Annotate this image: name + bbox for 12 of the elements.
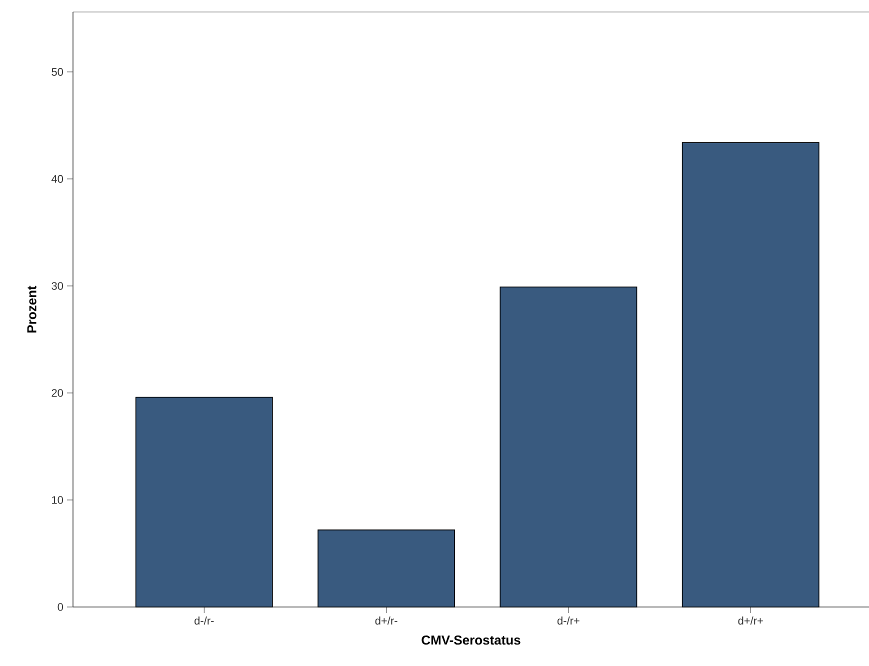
- y-tick-label: 30: [52, 282, 64, 290]
- y-axis-title: Prozent: [27, 286, 36, 332]
- x-tick-label: d-/r+: [557, 616, 580, 625]
- y-tick-label: 50: [52, 68, 64, 76]
- x-tick-label: d+/r+: [738, 616, 763, 625]
- x-tick-label: d+/r-: [375, 616, 398, 625]
- y-tick-label: 10: [52, 496, 64, 504]
- x-tick-label: d-/r-: [194, 616, 214, 625]
- y-tick-label: 40: [51, 175, 64, 183]
- x-axis-title: CMV-Serostatus: [422, 635, 520, 645]
- y-tick-label: 0: [58, 603, 64, 611]
- y-tick-label: 20: [52, 389, 64, 397]
